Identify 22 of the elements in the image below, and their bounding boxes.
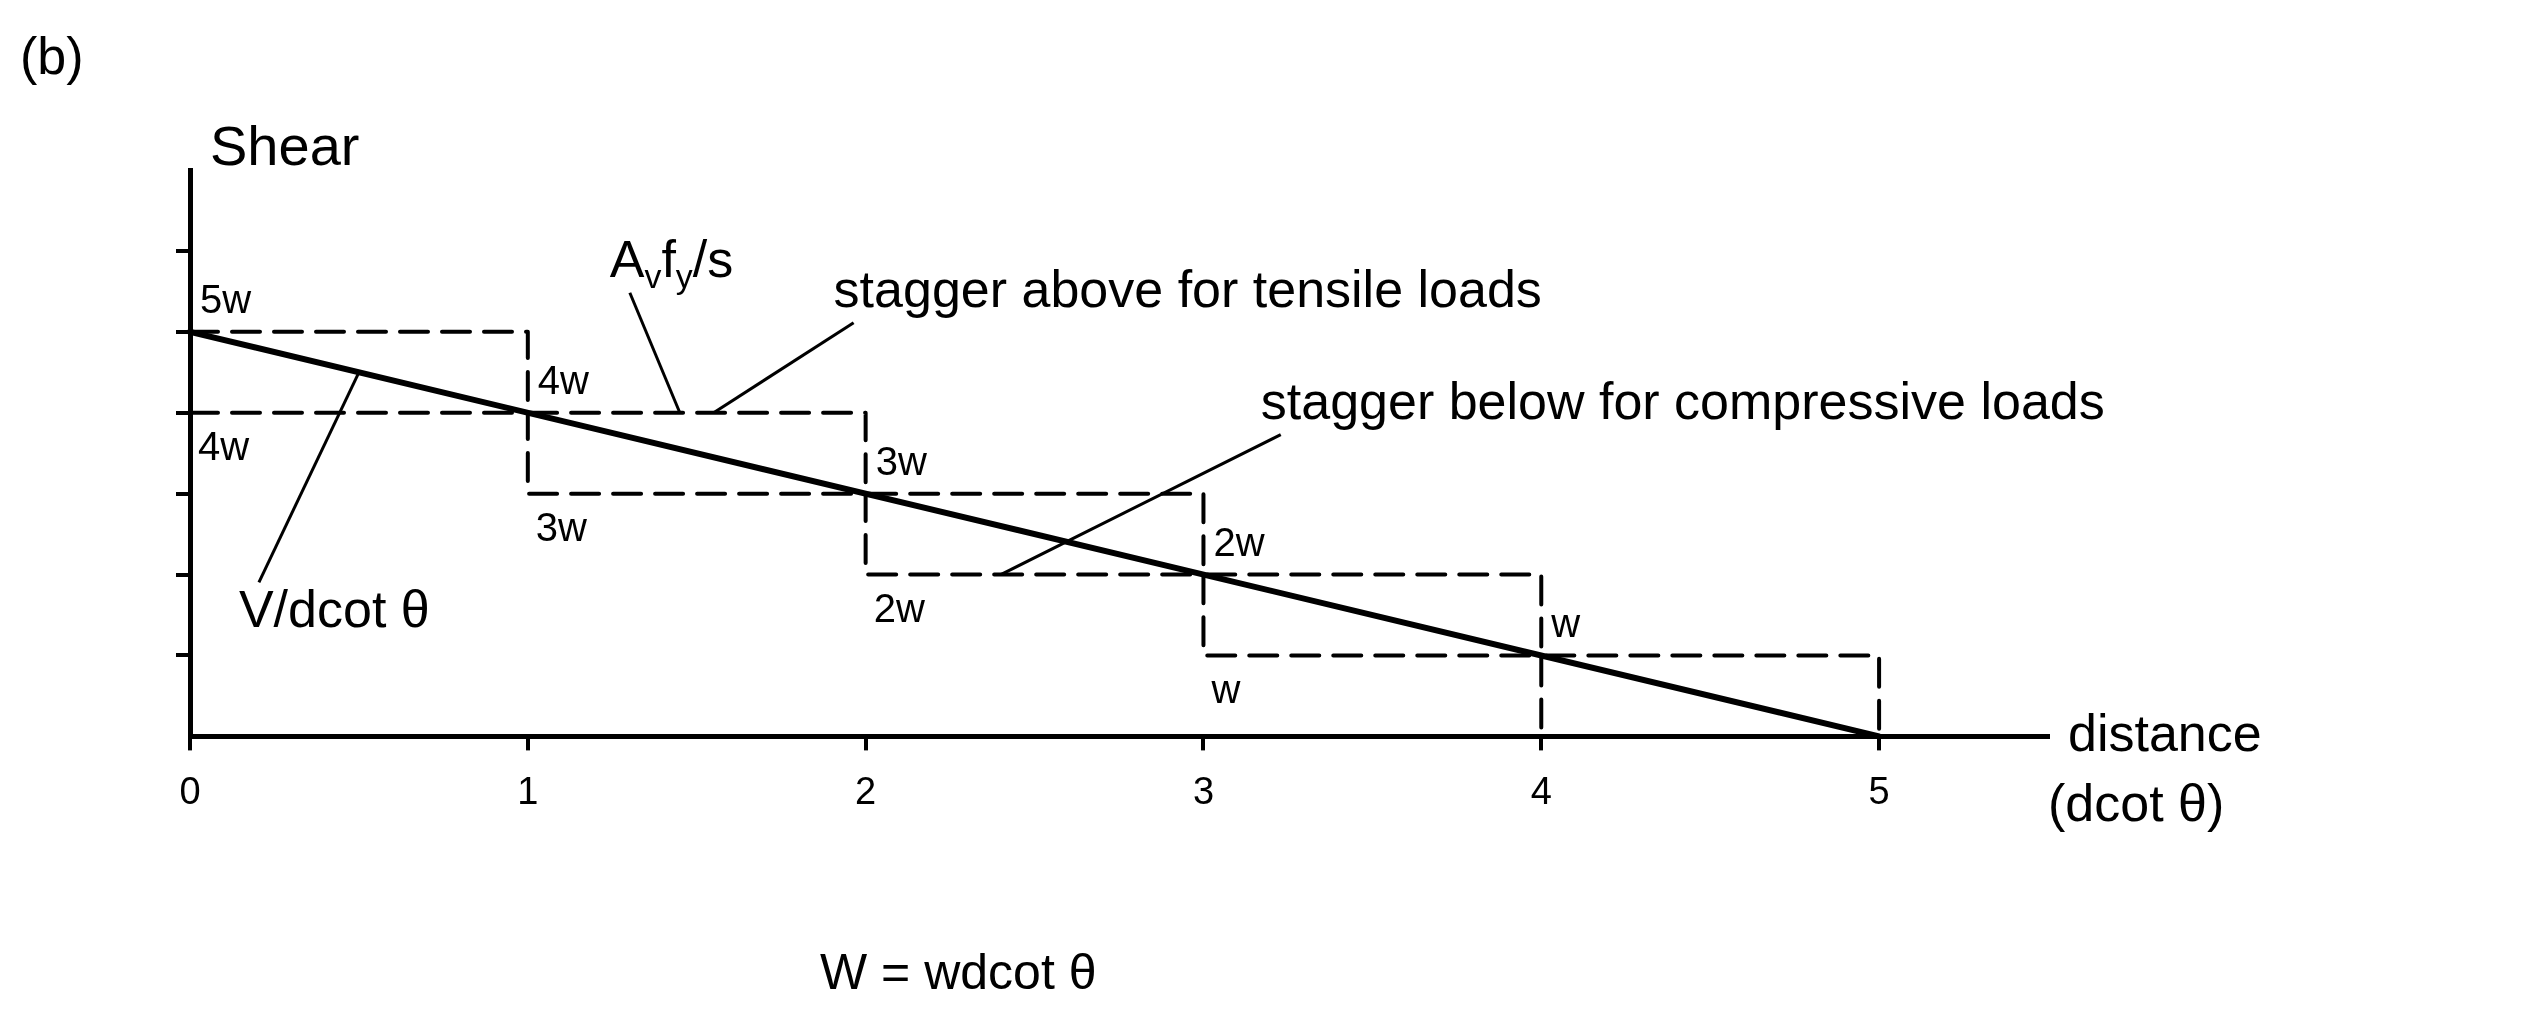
data-label: 4w — [537, 357, 590, 402]
annotation: stagger below for compressive loads — [1260, 371, 2105, 430]
x-tick-label: 5 — [1868, 769, 1890, 812]
data-label: 3w — [875, 438, 927, 483]
data-label: 3w — [535, 504, 588, 549]
x-tick-label: 1 — [517, 769, 539, 812]
data-label: 4w — [198, 423, 250, 468]
x-tick-label: 3 — [1192, 769, 1215, 812]
text: W = wdcot θ — [820, 943, 1097, 1000]
x-tick-label: 4 — [1530, 769, 1552, 812]
x-tick-label: 0 — [179, 769, 201, 812]
annotation: stagger above for tensile loads — [833, 260, 1542, 319]
data-label: w — [1550, 600, 1581, 645]
data-label: 2w — [1213, 519, 1265, 564]
x-axis-title: distance (dcot θ) — [2048, 703, 2262, 832]
annotation: V/dcot θ — [238, 579, 430, 638]
y-axis-title: Shear — [210, 114, 360, 178]
data-label: w — [1210, 666, 1241, 711]
x-tick-label: 2 — [855, 769, 877, 812]
data-label: 5w — [200, 276, 252, 321]
data-label: 2w — [873, 585, 925, 630]
text: (b) — [20, 27, 84, 86]
